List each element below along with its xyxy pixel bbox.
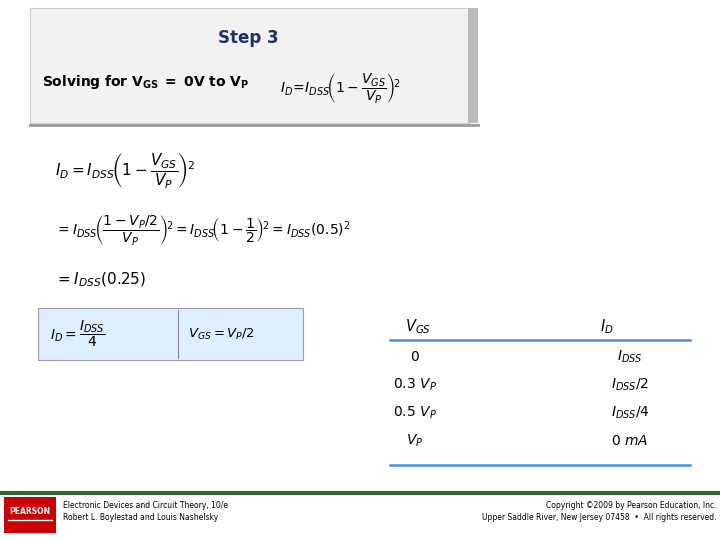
Text: $I_D = \dfrac{I_{DSS}}{4}$: $I_D = \dfrac{I_{DSS}}{4}$ [50,319,105,349]
Text: $I_D\!=\!I_{DSS}\!\left(1 - \dfrac{V_{GS}}{V_P}\right)^{\!2}$: $I_D\!=\!I_{DSS}\!\left(1 - \dfrac{V_{GS… [280,71,401,105]
Text: Upper Saddle River, New Jersey 07458  •  All rights reserved.: Upper Saddle River, New Jersey 07458 • A… [482,514,716,523]
Text: $= I_{DSS}(0.25)$: $= I_{DSS}(0.25)$ [55,271,146,289]
Text: $I_{DSS}/4$: $I_{DSS}/4$ [611,405,649,421]
Text: $0$: $0$ [410,350,420,364]
Text: $0.5\ V_P$: $0.5\ V_P$ [393,405,437,421]
Text: Step 3: Step 3 [217,29,279,47]
Text: PEARSON: PEARSON [9,507,50,516]
Text: $= I_{DSS}\!\left(\dfrac{1 - V_P/2}{V_P}\right)^{\!2}= I_{DSS}\!\left(1 - \dfrac: $= I_{DSS}\!\left(\dfrac{1 - V_P/2}{V_P}… [55,213,351,247]
FancyBboxPatch shape [38,308,303,360]
Bar [468,8,478,123]
Text: $V_{GS} = V_P/2$: $V_{GS} = V_P/2$ [188,327,255,342]
Text: $I_D$: $I_D$ [600,318,613,336]
Text: $I_{DSS}$: $I_{DSS}$ [617,349,643,365]
Text: $0.3\ V_P$: $0.3\ V_P$ [393,377,437,393]
Text: $I_{DSS}/2$: $I_{DSS}/2$ [611,377,649,393]
Text: $V_{GS}$: $V_{GS}$ [405,318,431,336]
Text: Robert L. Boylestad and Louis Nashelsky: Robert L. Boylestad and Louis Nashelsky [63,514,218,523]
FancyBboxPatch shape [30,8,470,123]
Text: $0\ mA$: $0\ mA$ [611,434,649,448]
Text: $I_D = I_{DSS}\!\left(1 - \dfrac{V_{GS}}{V_P}\right)^{\!2}$: $I_D = I_{DSS}\!\left(1 - \dfrac{V_{GS}}… [55,151,194,190]
Bar [4,497,56,533]
Text: Copyright ©2009 by Pearson Education, Inc.: Copyright ©2009 by Pearson Education, In… [546,501,716,510]
Text: $\mathbf{Solving\ for\ V_{GS}\ =\ 0V\ to\ V_{P}}$: $\mathbf{Solving\ for\ V_{GS}\ =\ 0V\ to… [42,73,249,91]
Text: Electronic Devices and Circuit Theory, 10/e: Electronic Devices and Circuit Theory, 1… [63,501,228,510]
Text: $V_P$: $V_P$ [406,433,423,449]
